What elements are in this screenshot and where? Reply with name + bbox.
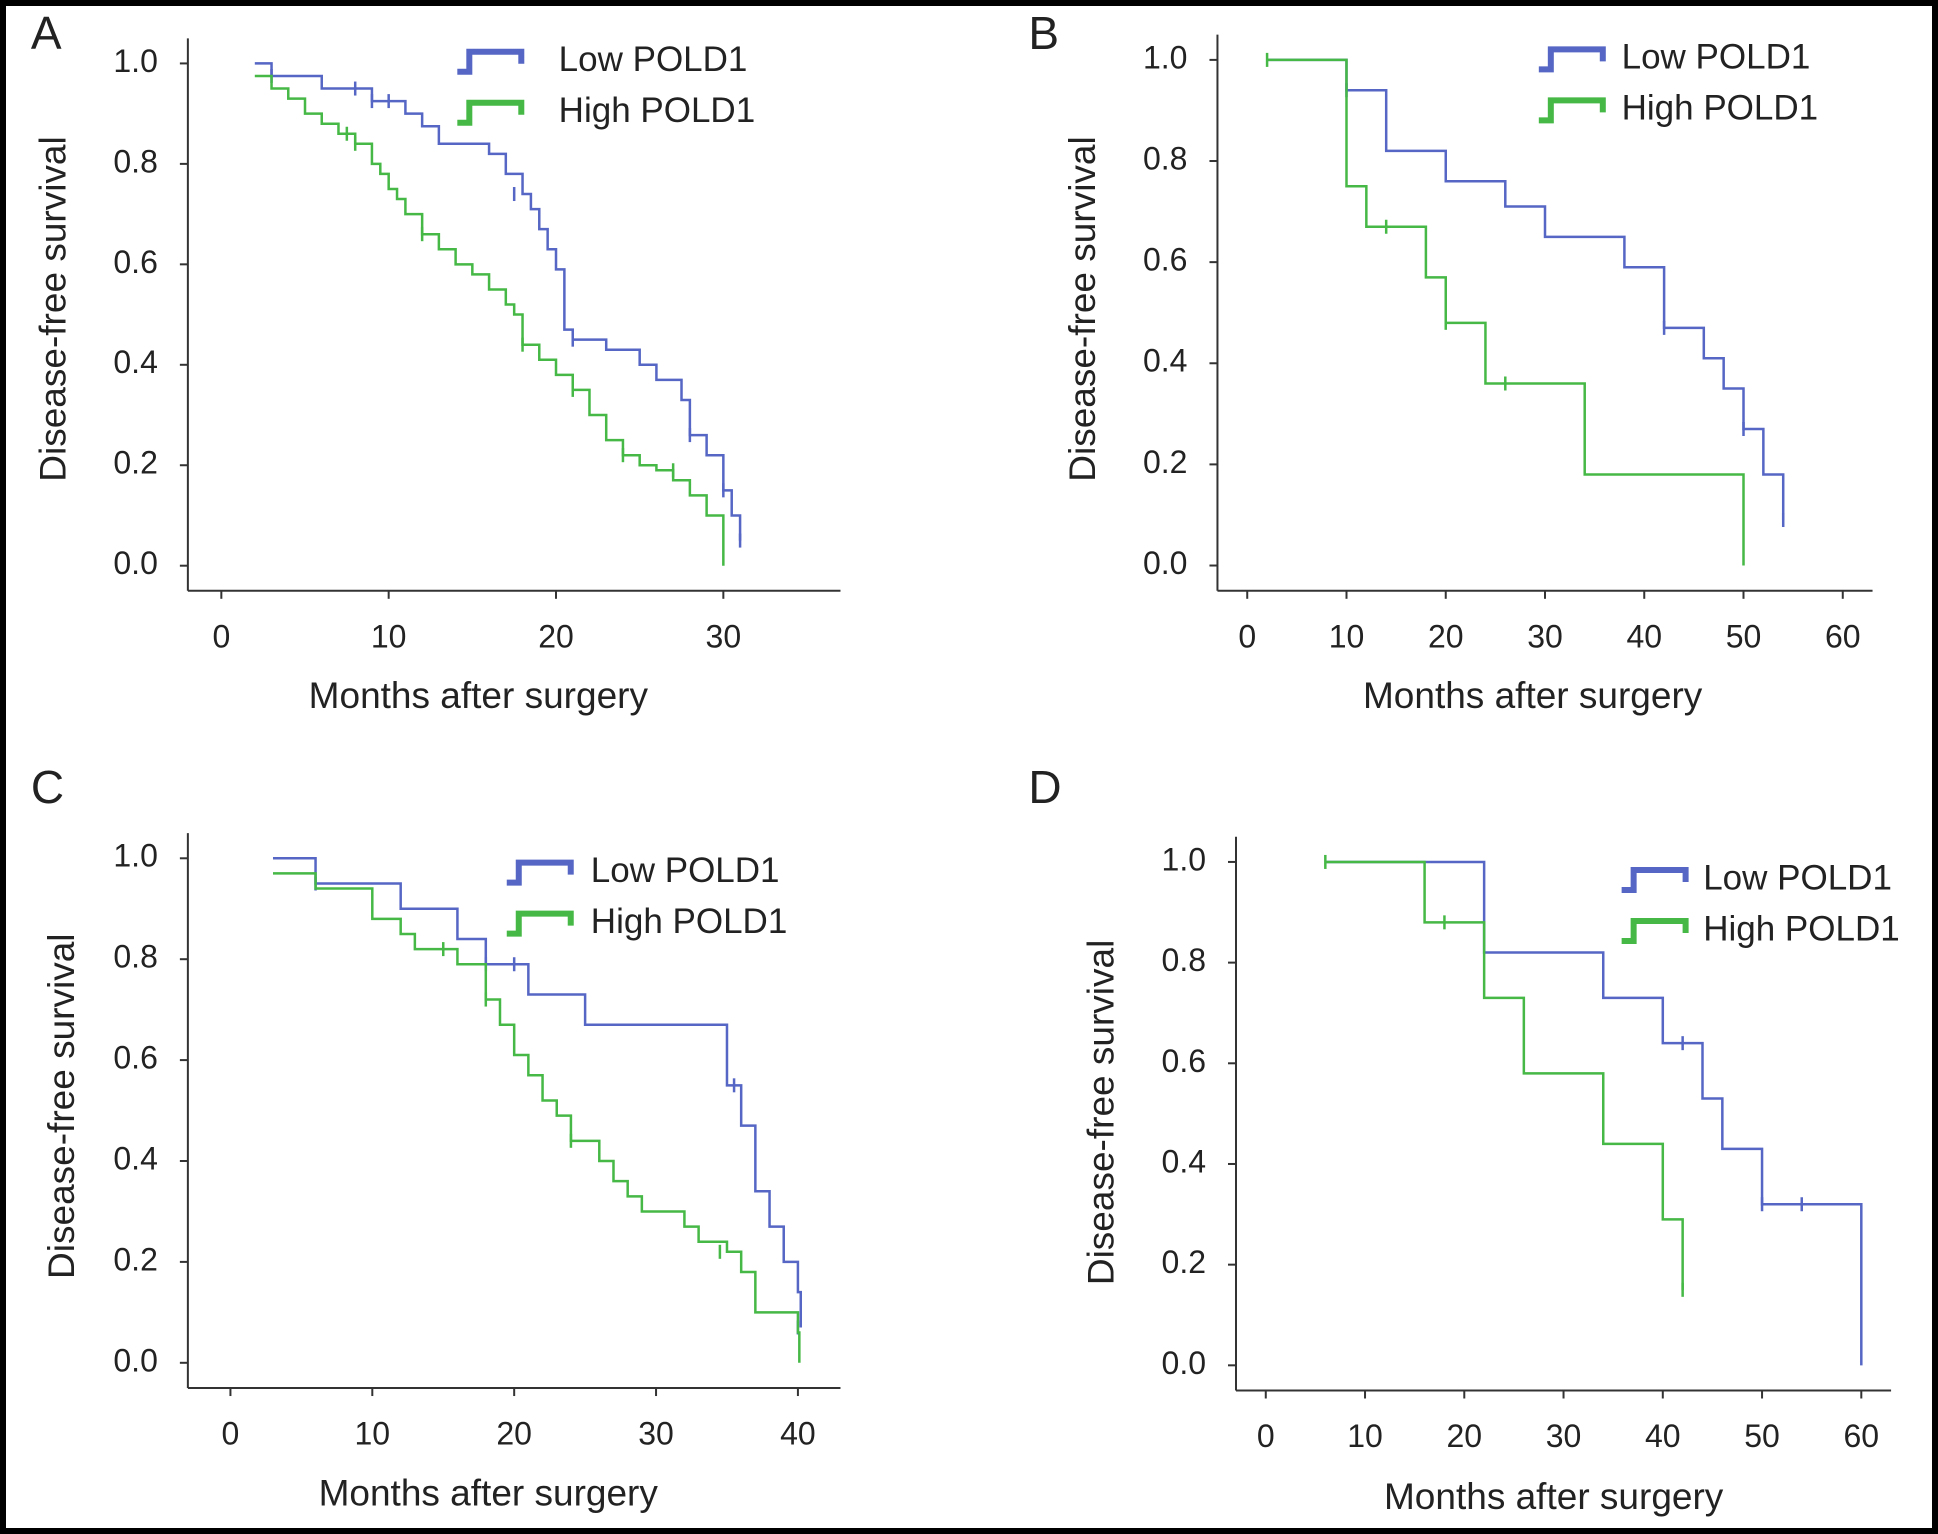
survival-curve	[1267, 58, 1745, 566]
y-tick-label: 0.0	[113, 545, 157, 581]
y-tick-label: 0.6	[113, 244, 157, 280]
x-tick-label: 10	[355, 1415, 391, 1451]
legend-swatch	[457, 99, 525, 126]
survival-curve	[272, 872, 801, 1363]
y-tick-label: 1.0	[113, 838, 157, 874]
survival-curve	[1325, 860, 1863, 1366]
y-tick-label: 0.6	[1162, 1043, 1206, 1079]
survival-curve	[254, 74, 725, 566]
legend-label: Low POLD1	[1703, 858, 1892, 897]
y-tick-label: 0.4	[1143, 343, 1187, 379]
y-tick-label: 0.4	[1162, 1143, 1206, 1179]
x-tick-label: 10	[1347, 1418, 1383, 1454]
legend-swatch	[457, 48, 525, 75]
y-tick-label: 1.0	[1162, 841, 1206, 877]
x-tick-label: 30	[706, 618, 742, 654]
y-tick-label: 0.0	[1143, 545, 1187, 581]
legend-label: High POLD1	[1622, 89, 1818, 128]
y-axis-label: Disease-free survival	[41, 933, 82, 1278]
panel-letter: A	[31, 7, 62, 59]
x-tick-label: 60	[1825, 618, 1861, 654]
x-tick-label: 0	[1257, 1418, 1275, 1454]
survival-curve	[1325, 860, 1684, 1290]
panel-letter: C	[31, 761, 64, 813]
x-axis-label: Months after surgery	[1384, 1476, 1724, 1517]
y-tick-label: 0.2	[1162, 1244, 1206, 1280]
x-tick-label: 50	[1726, 618, 1762, 654]
x-tick-label: 0	[222, 1415, 240, 1451]
x-axis-label: Months after surgery	[319, 1472, 659, 1513]
y-tick-label: 0.8	[1162, 942, 1206, 978]
y-tick-label: 0.8	[1143, 140, 1187, 176]
x-tick-label: 20	[538, 618, 574, 654]
x-tick-label: 10	[1329, 618, 1365, 654]
y-axis-label: Disease-free survival	[32, 136, 73, 481]
x-tick-label: 20	[1428, 618, 1464, 654]
legend-label: High POLD1	[1703, 909, 1899, 948]
panel-letter: B	[1028, 7, 1059, 59]
y-tick-label: 0.6	[113, 1040, 157, 1076]
x-tick-label: 60	[1844, 1418, 1880, 1454]
y-tick-label: 0.8	[113, 939, 157, 975]
y-tick-label: 0.8	[113, 143, 157, 179]
y-tick-label: 0.2	[113, 445, 157, 481]
legend-swatch	[1538, 97, 1606, 124]
y-tick-label: 0.2	[1143, 444, 1187, 480]
legend-swatch	[1621, 918, 1689, 945]
y-tick-label: 0.2	[113, 1241, 157, 1277]
x-tick-label: 30	[638, 1415, 674, 1451]
legend-label: Low POLD1	[559, 40, 748, 79]
y-tick-label: 0.4	[113, 1140, 157, 1176]
y-axis-label: Disease-free survival	[1062, 136, 1103, 481]
x-tick-label: 40	[1645, 1418, 1681, 1454]
legend-swatch	[506, 910, 574, 937]
x-tick-label: 30	[1527, 618, 1563, 654]
x-tick-label: 40	[1626, 618, 1662, 654]
legend-swatch	[1538, 46, 1606, 73]
x-tick-label: 20	[1446, 1418, 1482, 1454]
legend-label: High POLD1	[559, 91, 755, 130]
x-tick-label: 0	[212, 618, 230, 654]
x-tick-label: 0	[1238, 618, 1256, 654]
legend-label: Low POLD1	[1622, 38, 1811, 77]
y-tick-label: 1.0	[1143, 39, 1187, 75]
x-axis-label: Months after surgery	[1363, 675, 1703, 716]
x-tick-label: 20	[496, 1415, 532, 1451]
x-tick-label: 40	[780, 1415, 816, 1451]
y-tick-label: 0.0	[1162, 1345, 1206, 1381]
x-tick-label: 10	[371, 618, 407, 654]
survival-curve	[272, 857, 803, 1328]
legend-label: High POLD1	[591, 902, 787, 941]
y-tick-label: 1.0	[113, 43, 157, 79]
y-axis-label: Disease-free survival	[1081, 940, 1122, 1285]
x-axis-label: Months after surgery	[309, 675, 649, 716]
y-tick-label: 0.6	[1143, 242, 1187, 278]
legend-label: Low POLD1	[591, 851, 780, 890]
y-tick-label: 0.0	[113, 1342, 157, 1378]
x-tick-label: 30	[1546, 1418, 1582, 1454]
legend-swatch	[1621, 867, 1689, 894]
x-tick-label: 50	[1744, 1418, 1780, 1454]
panel-letter: D	[1028, 761, 1061, 813]
y-tick-label: 0.4	[113, 344, 157, 380]
legend-swatch	[506, 859, 574, 886]
